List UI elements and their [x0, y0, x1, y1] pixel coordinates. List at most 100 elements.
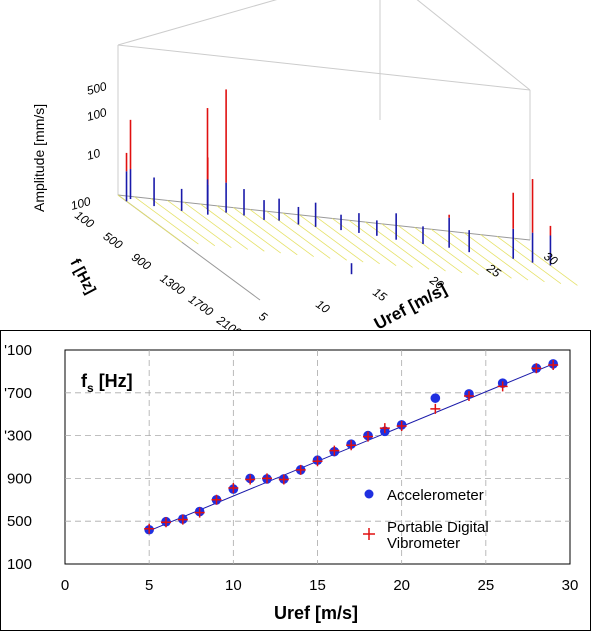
- x-tick-label: 5: [145, 577, 153, 594]
- wall-edge-back-top-right: [416, 0, 531, 91]
- vibrometer-point: [194, 507, 205, 518]
- speed-tick-label: 15: [370, 285, 389, 304]
- z-tick-label: 10: [85, 146, 102, 163]
- vibrometer-point: [177, 514, 188, 525]
- x-tick-label: 25: [477, 577, 494, 594]
- waterfall-peaks: [125, 89, 552, 275]
- y-axis-label: f [Hz]: [66, 256, 99, 297]
- waterfall-carpet: [117, 194, 578, 286]
- scatter-chart: 0 5 10 15 20 25 30 100 500 900 '300 '700 '100 fs [Hz…: [0, 330, 591, 631]
- legend: Accelerometer Portable Digital Vibrometer: [363, 487, 489, 552]
- spectrum-baseline: [216, 205, 282, 254]
- vibrometer-point: [497, 381, 508, 392]
- vibrometer-point: [396, 420, 407, 431]
- frequency-tick-label: 2100: [213, 312, 244, 330]
- spectrum-baseline: [282, 212, 347, 261]
- y-label-main: f: [81, 371, 88, 391]
- frequency-tick-label: 1700: [186, 292, 216, 319]
- x-tick-label: 10: [225, 577, 242, 594]
- vibrometer-point: [245, 474, 256, 485]
- vibrometer-point: [161, 517, 171, 528]
- spectrum-baseline: [233, 207, 298, 256]
- spectrum-baseline: [134, 196, 199, 245]
- wall-edge-top: [117, 44, 531, 91]
- vibrometer-point: [329, 445, 340, 456]
- legend-marker-vibrometer: [363, 528, 375, 540]
- speed-tick-label: 10: [313, 297, 332, 316]
- spectrum-baseline: [200, 203, 265, 252]
- spectrum-baseline: [381, 223, 446, 272]
- spectrum-baseline: [266, 210, 331, 259]
- legend-label-vibrometer-1: Portable Digital Vibrometer: [387, 519, 489, 552]
- spectrum-baseline: [167, 200, 232, 248]
- spectrum-baseline: [463, 232, 529, 281]
- vibrometer-point: [464, 391, 474, 402]
- legend-label-line: Vibrometer: [387, 535, 460, 552]
- spectrum-baseline: [332, 218, 397, 266]
- x-tick-label: 30: [562, 577, 579, 594]
- vibrometer-point: [211, 494, 222, 505]
- frequency-tick-label: 500: [101, 229, 126, 252]
- y-axis-label: fs [Hz]: [81, 371, 133, 395]
- z-tick-label: 100: [69, 194, 92, 213]
- legend-marker-accelerometer: [364, 489, 374, 499]
- spectrum-baseline: [513, 237, 578, 286]
- frequency-tick-label: 900: [129, 250, 154, 273]
- spectrum-baseline: [364, 221, 430, 270]
- spectrum-baseline: [430, 228, 496, 277]
- spectrum-baseline: [447, 230, 512, 279]
- spectrum-baseline: [315, 216, 380, 265]
- spectrum-baseline: [183, 201, 249, 250]
- y-tick-label: '300: [4, 428, 32, 445]
- spectrum-baseline: [397, 225, 463, 274]
- spectrum-baseline: [414, 227, 479, 275]
- x-axis-label: Uref [m/s]: [274, 603, 358, 623]
- vibrometer-point: [531, 363, 542, 374]
- speed-tick-label: 30: [541, 249, 560, 268]
- legend-label-accelerometer: Accelerometer: [387, 487, 484, 504]
- accelerometer-point: [430, 393, 441, 403]
- y-tick-label: '100: [4, 342, 32, 359]
- wall-edge-back-top: [117, 0, 278, 46]
- z-tick-label: 100: [85, 105, 108, 124]
- spectrum-baseline: [299, 214, 364, 263]
- waterfall-box: [117, 0, 531, 301]
- y-tick-label: '700: [4, 385, 32, 402]
- spectrum-baseline: [249, 209, 314, 257]
- vibrometer-point: [262, 473, 272, 484]
- frequency-tick-label: 1300: [157, 271, 187, 298]
- y-label-unit: [Hz]: [94, 371, 133, 391]
- vibrometer-point: [312, 456, 323, 467]
- speed-tick-label: 25: [483, 260, 503, 280]
- y-tick-label: 100: [7, 556, 32, 573]
- floor-edge-front: [117, 194, 531, 241]
- vibrometer-point: [295, 464, 306, 475]
- z-axis-label: Amplitude [mm/s]: [31, 104, 47, 212]
- grid-lines: [65, 350, 570, 564]
- vibrometer-point: [379, 423, 390, 434]
- waterfall-chart: Amplitude [mm/s] 100 10 500 100 f [Hz] U…: [31, 0, 578, 330]
- y-tick-label: 900: [7, 470, 32, 487]
- spectrum-baseline: [496, 236, 562, 284]
- legend-label-line: Portable Digital: [387, 519, 489, 536]
- x-tick-label: 0: [61, 577, 69, 594]
- speed-tick-label: 20: [426, 272, 446, 292]
- spectrum-baseline: [150, 198, 216, 247]
- vibrometer-point: [346, 440, 357, 451]
- vibrometer-point: [548, 359, 559, 370]
- spectrum-baseline: [117, 194, 183, 243]
- speed-tick-label: 5: [256, 309, 270, 324]
- vibrometer-point: [144, 523, 155, 534]
- x-tick-label: 20: [393, 577, 410, 594]
- data-points: [144, 359, 559, 535]
- vibrometer-point: [430, 403, 441, 414]
- axis-ticks: 0 5 10 15 20 25 30 100 500 900 '300 '700 '100: [4, 342, 578, 594]
- y-tick-label: 500: [7, 513, 32, 530]
- vibrometer-point: [278, 474, 289, 485]
- z-tick-label: 500: [85, 79, 108, 98]
- vibrometer-point: [363, 431, 373, 442]
- chart-frame: [0, 330, 591, 631]
- x-tick-label: 15: [309, 577, 326, 594]
- vibrometer-point: [228, 483, 239, 494]
- y-label-sub: s: [87, 381, 94, 395]
